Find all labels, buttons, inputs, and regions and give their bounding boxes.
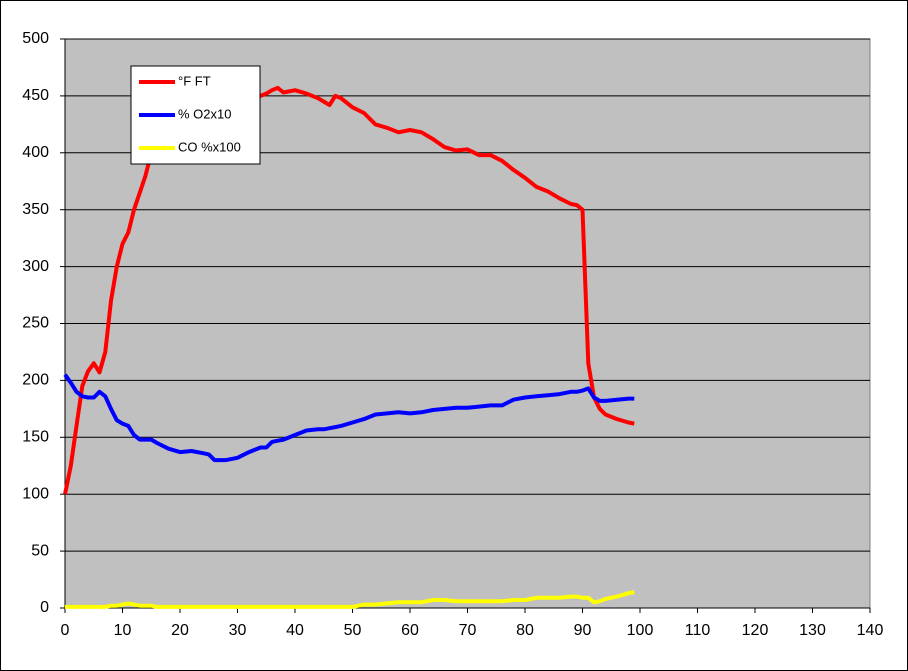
legend: °F FT % O2x10 CO %x100 bbox=[130, 65, 261, 165]
x-tick-label: 120 bbox=[742, 622, 769, 639]
y-tick-label: 100 bbox=[22, 485, 49, 502]
legend-label: % O2x10 bbox=[178, 106, 231, 121]
x-tick-label: 140 bbox=[857, 622, 884, 639]
x-tick-label: 80 bbox=[516, 622, 534, 639]
y-tick-label: 200 bbox=[22, 372, 49, 389]
y-tick-label: 150 bbox=[22, 429, 49, 446]
y-tick-label: 250 bbox=[22, 315, 49, 332]
x-tick-label: 70 bbox=[459, 622, 477, 639]
x-tick-label: 30 bbox=[229, 622, 247, 639]
y-tick-label: 450 bbox=[22, 87, 49, 104]
y-tick-label: 300 bbox=[22, 258, 49, 275]
x-tick-label: 50 bbox=[344, 622, 362, 639]
x-tick-label: 130 bbox=[799, 622, 826, 639]
x-tick-label: 90 bbox=[574, 622, 592, 639]
y-tick-label: 400 bbox=[22, 144, 49, 161]
y-tick-label: 50 bbox=[31, 542, 49, 559]
x-tick-label: 10 bbox=[114, 622, 132, 639]
series-line bbox=[65, 590, 635, 609]
x-tick-label: 100 bbox=[627, 622, 654, 639]
x-tick-label: 0 bbox=[61, 622, 70, 639]
series-line bbox=[63, 85, 635, 495]
x-tick-label: 110 bbox=[685, 622, 711, 639]
y-tick-label: 500 bbox=[22, 30, 49, 47]
x-tick-label: 40 bbox=[286, 622, 304, 639]
x-tick-label: 20 bbox=[171, 622, 189, 639]
legend-label: CO %x100 bbox=[178, 139, 241, 154]
x-tick-label: 60 bbox=[401, 622, 419, 639]
y-tick-label: 350 bbox=[22, 201, 49, 218]
legend-label: °F FT bbox=[178, 73, 211, 88]
y-tick-label: 0 bbox=[40, 599, 49, 616]
series-line bbox=[63, 373, 635, 463]
